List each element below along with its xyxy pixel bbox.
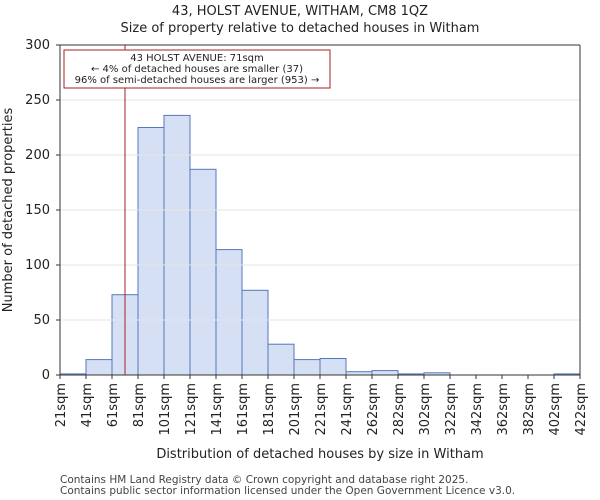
x-tick-label: 41sqm [80, 383, 95, 427]
histogram-bar [85, 359, 113, 376]
x-tick-label: 402sqm [548, 383, 563, 436]
x-tick-label: 81sqm [132, 383, 147, 427]
footer-line-2: Contains public sector information licen… [60, 485, 516, 497]
annotation-line-3: 96% of semi-detached houses are larger (… [75, 75, 320, 86]
x-tick-label: 262sqm [366, 383, 381, 436]
histogram-bar [293, 359, 321, 376]
y-tick-label: 50 [33, 313, 50, 328]
marker-group: 43 HOLST AVENUE: 71sqm← 4% of detached h… [63, 45, 331, 375]
histogram-bar [241, 289, 269, 376]
histogram-bar [319, 358, 347, 376]
x-tick-label: 382sqm [522, 383, 537, 436]
bars-group [59, 114, 581, 376]
x-tick-label: 121sqm [184, 383, 199, 436]
y-tick-label: 150 [25, 203, 50, 218]
x-tick-label: 221sqm [314, 383, 329, 436]
histogram-bar [189, 168, 217, 376]
x-tick-label: 61sqm [106, 383, 121, 427]
x-tick-label: 422sqm [574, 383, 589, 436]
x-tick-label: 342sqm [470, 383, 485, 436]
histogram-bar [137, 127, 165, 376]
x-tick-label: 362sqm [496, 383, 511, 436]
y-tick-label: 200 [25, 148, 50, 163]
y-tick-label: 300 [25, 38, 50, 53]
annotation-box [63, 49, 331, 89]
histogram-bar [267, 343, 295, 376]
axes-group: 0 50 100 150 200 250 300 21sqm 41sqm 61sqm 81sqm 10… [1, 38, 589, 462]
histogram-bar [215, 249, 243, 376]
x-tick-label: 141sqm [210, 383, 225, 436]
x-tick-label: 241sqm [340, 383, 355, 436]
x-tick-label: 181sqm [262, 383, 277, 436]
x-axis-label: Distribution of detached houses by size … [156, 447, 483, 462]
annotation-line-2: ← 4% of detached houses are smaller (37) [91, 64, 303, 75]
x-tick-label: 302sqm [418, 383, 433, 436]
chart-subtitle: Size of property relative to detached ho… [120, 21, 480, 36]
y-axis-label: Number of detached properties [1, 108, 16, 313]
y-tick-label: 0 [42, 368, 50, 383]
x-tick-label: 201sqm [288, 383, 303, 436]
x-tick-label: 21sqm [54, 383, 69, 427]
x-tick-label: 322sqm [444, 383, 459, 436]
x-tick-label: 161sqm [236, 383, 251, 436]
x-tick-label: 282sqm [392, 383, 407, 436]
y-tick-label: 100 [25, 258, 50, 273]
footer-line-1: Contains HM Land Registry data © Crown c… [60, 474, 469, 486]
annotation-line-1: 43 HOLST AVENUE: 71sqm [130, 53, 264, 64]
y-tick-label: 250 [25, 93, 50, 108]
chart-title: 43, HOLST AVENUE, WITHAM, CM8 1QZ [171, 4, 429, 19]
histogram-bar [163, 114, 191, 376]
histogram-bar [371, 370, 399, 376]
x-tick-label: 101sqm [158, 383, 173, 436]
